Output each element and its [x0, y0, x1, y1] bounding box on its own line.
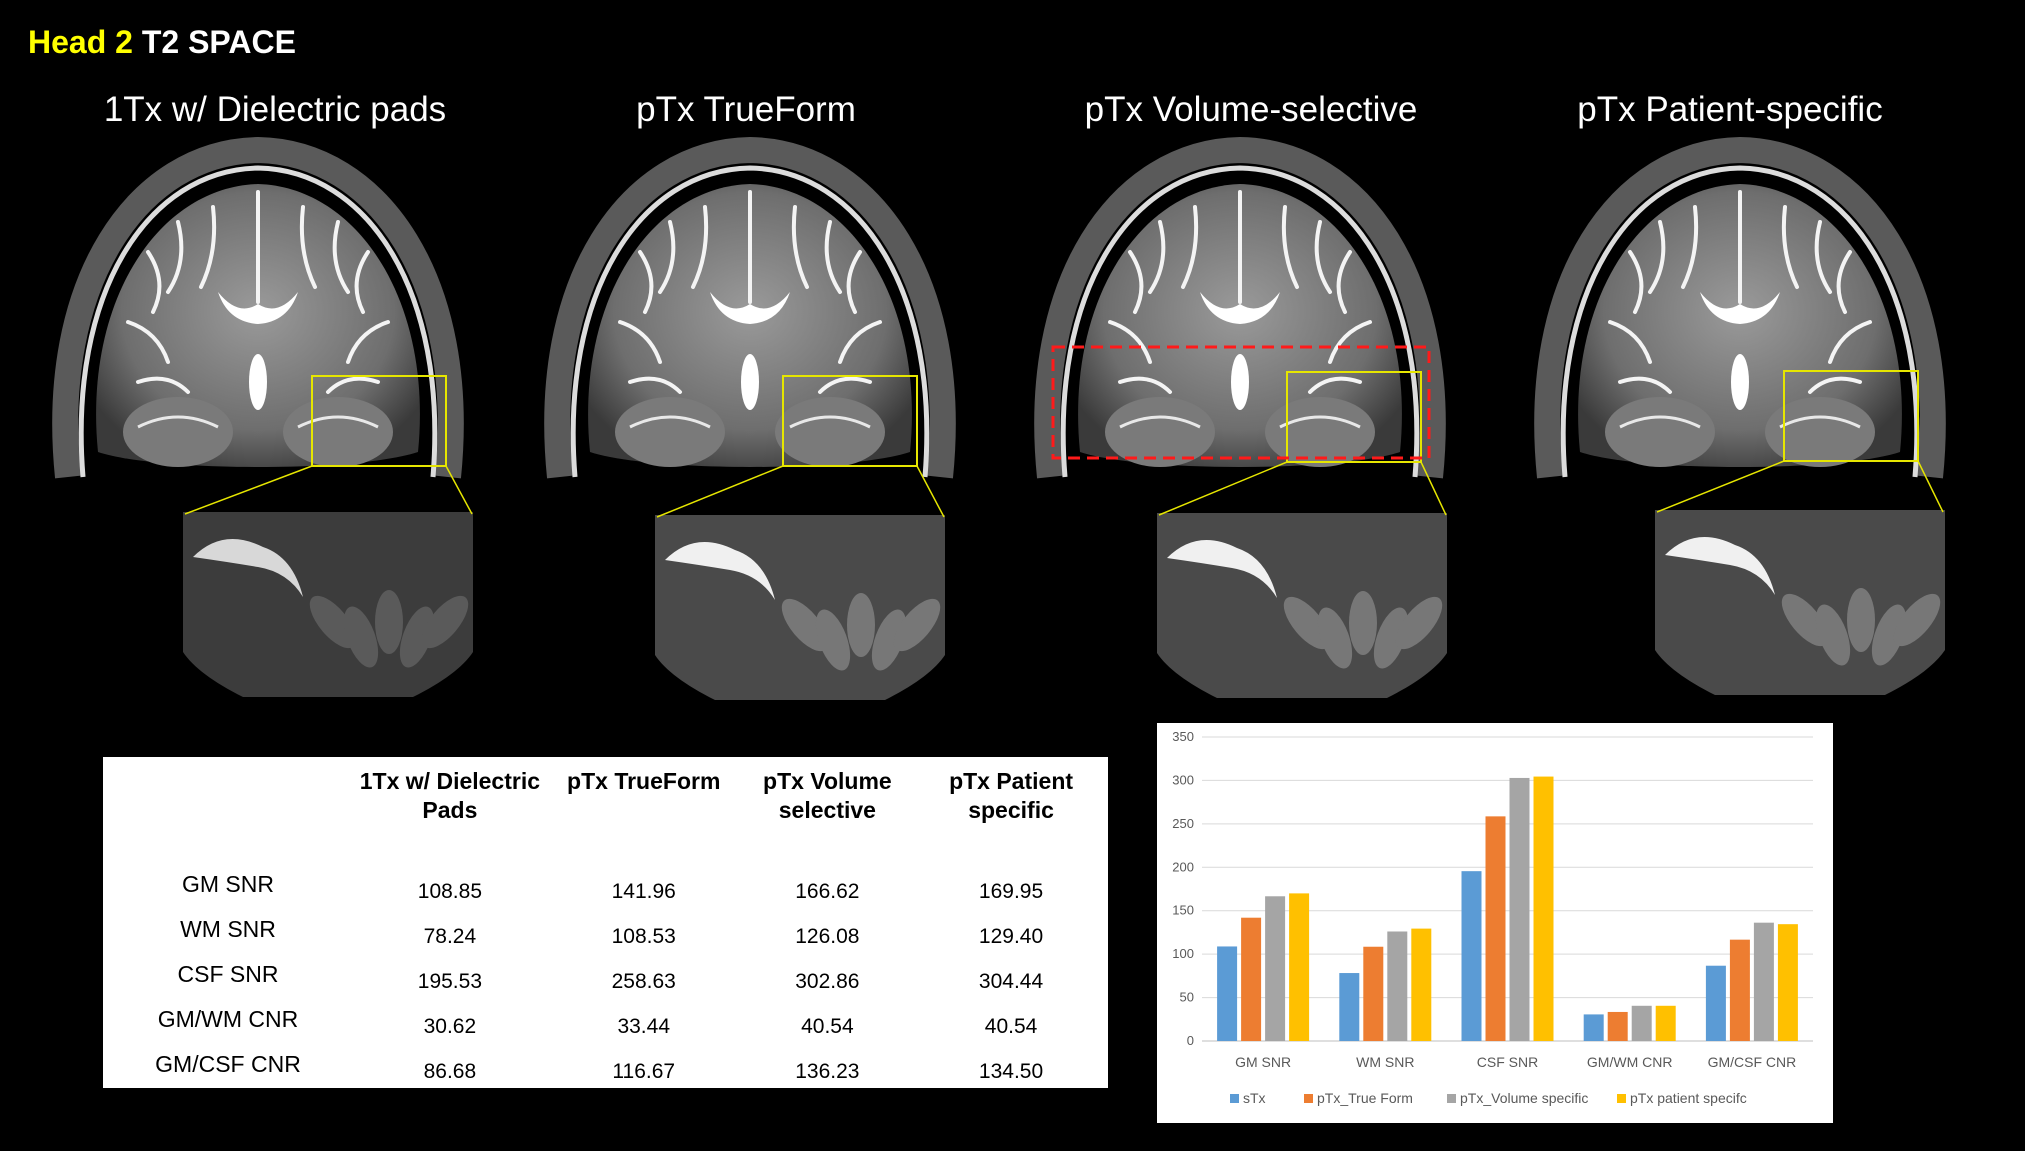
column-title-volume-selective: pTx Volume-selective [1084, 90, 1418, 129]
legend-label: pTx_True Form [1317, 1090, 1413, 1106]
bar-stx-0 [1217, 946, 1238, 1041]
legend-label: pTx patient specifc [1630, 1090, 1747, 1106]
legend-label: pTx_Volume specific [1460, 1090, 1588, 1106]
zoom-inset-volume-selective [1157, 513, 1447, 698]
table-cell: 169.95 [978, 879, 1044, 903]
table-cell: 108.85 [417, 879, 482, 903]
table-cell: 33.44 [617, 1014, 671, 1038]
zoom-inset-patient-specific [1655, 510, 1945, 695]
table-cell: 302.86 [795, 969, 860, 993]
table-header-row: 1Tx w/ Dielectric Pads pTx TrueForm pTx … [103, 757, 1108, 869]
row-label: WM SNR [180, 916, 276, 942]
x-tick-label: GM/CSF CNR [1708, 1054, 1797, 1070]
table-row: GM/CSF CNR 86.68 116.67 136.23 134.50 [103, 1049, 1108, 1094]
legend-label: sTx [1243, 1090, 1266, 1106]
bar-ptx-true-form-0 [1241, 917, 1262, 1041]
bar-ptx-volume-specific-1 [1387, 931, 1408, 1041]
legend-swatch [1230, 1094, 1239, 1103]
table-cell: 304.44 [978, 969, 1044, 993]
table-cell: 129.40 [978, 924, 1044, 948]
bar-stx-3 [1583, 1014, 1604, 1041]
zoom-inset-trueform [655, 515, 945, 700]
y-tick-label: 150 [1172, 903, 1194, 918]
bar-ptx-volume-specific-4 [1753, 922, 1774, 1041]
mri-image-patient-specific [1510, 132, 1970, 492]
bar-stx-4 [1705, 965, 1726, 1041]
bar-ptx-true-form-1 [1363, 946, 1384, 1041]
bar-stx-1 [1339, 973, 1360, 1041]
bar-ptx-patient-specifc-4 [1777, 924, 1798, 1041]
table-cell: 40.54 [984, 1014, 1038, 1038]
table-row: WM SNR 78.24 108.53 126.08 129.40 [103, 914, 1108, 959]
table-row: GM/WM CNR 30.62 33.44 40.54 40.54 [103, 1004, 1108, 1049]
table-header-empty [103, 757, 353, 869]
y-tick-label: 200 [1172, 859, 1194, 874]
slide-title: Head 2 T2 SPACE [28, 24, 296, 61]
table-cell: 136.23 [795, 1059, 860, 1083]
row-label: GM/CSF CNR [155, 1051, 301, 1077]
x-tick-label: GM SNR [1235, 1054, 1291, 1070]
row-label: CSF SNR [177, 961, 279, 987]
y-tick-label: 300 [1172, 772, 1194, 787]
table-cell: 126.08 [795, 924, 860, 948]
table-cell: 134.50 [978, 1059, 1044, 1083]
y-tick-label: 100 [1172, 946, 1194, 961]
bar-ptx-true-form-4 [1729, 939, 1750, 1041]
mri-image-trueform [520, 132, 980, 492]
bar-ptx-patient-specifc-1 [1411, 928, 1432, 1041]
table-cell: 116.67 [612, 1059, 676, 1083]
table-header-1tx: 1Tx w/ Dielectric Pads [359, 768, 541, 823]
bar-ptx-volume-specific-0 [1265, 896, 1286, 1041]
y-tick-label: 350 [1172, 729, 1194, 744]
table-cell: 195.53 [417, 969, 482, 993]
y-tick-label: 250 [1172, 816, 1194, 831]
slide-title-highlight: Head 2 [28, 24, 133, 60]
x-tick-label: GM/WM CNR [1587, 1054, 1673, 1070]
legend-swatch [1304, 1094, 1313, 1103]
table-cell: 258.63 [611, 969, 676, 993]
table-cell: 86.68 [423, 1059, 477, 1083]
y-tick-label: 0 [1187, 1033, 1194, 1048]
table-header-trueform: pTx TrueForm [567, 768, 721, 794]
table-header-volume-selective: pTx Volume selective [763, 768, 892, 823]
bar-ptx-patient-specifc-0 [1289, 893, 1310, 1041]
x-tick-label: WM SNR [1356, 1054, 1414, 1070]
row-label: GM SNR [181, 871, 274, 897]
slide-title-rest: T2 SPACE [132, 24, 296, 60]
zoom-inset-1tx [183, 512, 473, 697]
legend-swatch [1447, 1094, 1456, 1103]
table-row: CSF SNR 195.53 258.63 302.86 304.44 [103, 959, 1108, 1004]
bar-ptx-true-form-3 [1607, 1011, 1628, 1041]
table-cell: 30.62 [423, 1014, 477, 1038]
bar-ptx-patient-specifc-3 [1655, 1005, 1676, 1041]
bar-ptx-volume-specific-3 [1631, 1005, 1652, 1041]
table-header-patient-specific: pTx Patient specific [949, 768, 1074, 823]
bar-ptx-patient-specifc-2 [1533, 776, 1554, 1041]
x-tick-label: CSF SNR [1477, 1054, 1538, 1070]
table-cell: 166.62 [795, 879, 860, 903]
row-label: GM/WM CNR [157, 1006, 299, 1032]
column-title-1tx: 1Tx w/ Dielectric pads [103, 90, 447, 129]
metrics-table: 1Tx w/ Dielectric Pads pTx TrueForm pTx … [103, 757, 1108, 1088]
mri-image-volume-selective [1010, 132, 1470, 492]
bar-ptx-volume-specific-2 [1509, 777, 1530, 1041]
column-title-trueform: pTx TrueForm [636, 90, 856, 129]
mri-image-1tx [28, 132, 488, 492]
table-cell: 108.53 [611, 924, 676, 948]
table-cell: 141.96 [611, 879, 676, 903]
bar-stx-2 [1461, 871, 1482, 1041]
bar-chart-svg: 0 50 100 150 200 250 300 350 GM SNR WM SNR CSF SNR… [1172, 729, 1813, 1106]
bar-chart: 0 50 100 150 200 250 300 350 GM SNR WM SNR CSF SNR… [1157, 723, 1833, 1123]
table-cell: 40.54 [801, 1014, 854, 1038]
table-cell: 78.24 [423, 924, 477, 948]
table-row: GM SNR 108.85 141.96 166.62 169.95 [103, 869, 1108, 914]
legend-swatch [1617, 1094, 1626, 1103]
column-title-patient-specific: pTx Patient-specific [1577, 90, 1883, 129]
y-tick-label: 50 [1180, 990, 1194, 1005]
bar-ptx-true-form-2 [1485, 816, 1506, 1041]
